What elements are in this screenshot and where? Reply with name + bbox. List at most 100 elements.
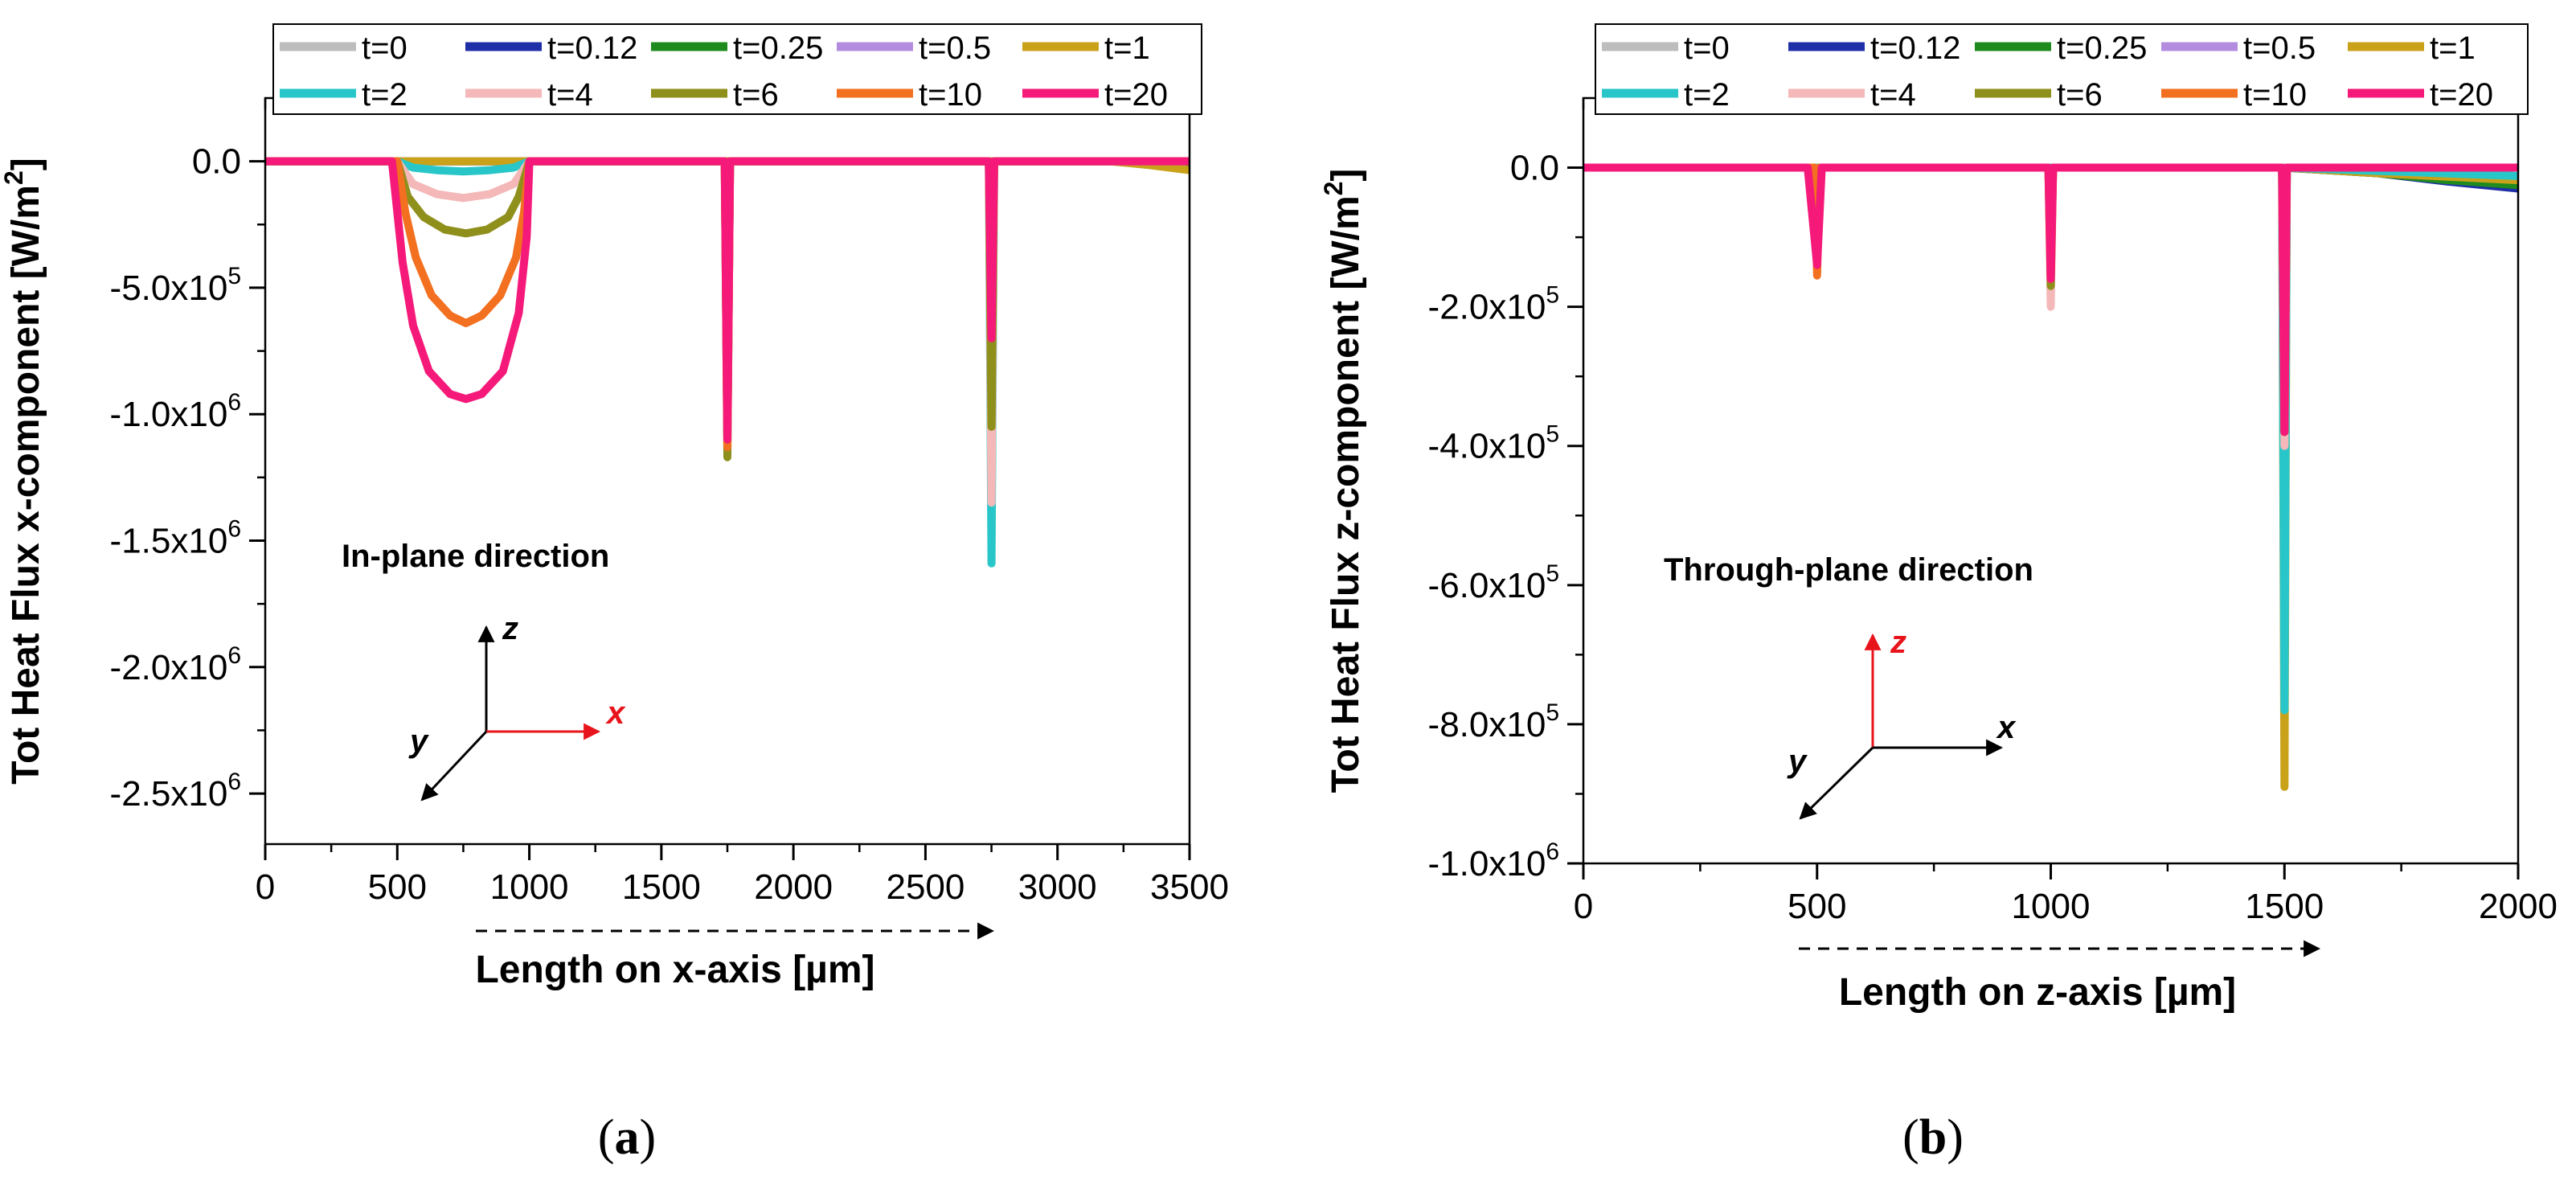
caption-paren: ) <box>1947 1110 1964 1165</box>
panel-a-series-t-20 <box>265 157 1190 444</box>
panel-b-y-tick-label: -4.0x105 <box>1428 421 1559 466</box>
glyph-y-label: y <box>1787 744 1808 779</box>
panel-b-legend-label-t-0: t=0 <box>1684 31 1730 66</box>
y-tick-mantissa: -1.0x10 <box>1428 844 1546 884</box>
y-tick-mantissa: 0.0 <box>192 142 241 182</box>
panel-b-x-tick-label: 0 <box>1574 887 1593 926</box>
panel-b-y-tick-label: -6.0x105 <box>1428 560 1559 605</box>
panel-a-x-tick-label: 1000 <box>490 867 569 907</box>
y-tick-exponent: 5 <box>1546 421 1559 448</box>
panel-a-annotation: In-plane direction <box>342 539 609 574</box>
y-label-text-end: ] <box>1325 169 1367 182</box>
panel-b-legend-label-t-2: t=2 <box>1684 77 1730 113</box>
y-label-text: Tot Heat Flux z-component [W/m <box>1325 195 1367 793</box>
panel-a-y-tick-label: -1.0x106 <box>110 389 241 434</box>
panel-a-axes-glyph: z x y <box>408 611 626 802</box>
panel-a-caption: (a) <box>598 1110 656 1165</box>
panel-a-ticks: 0 500 1000 1500 2000 2500 3000 35000.0-5.0x105-… <box>110 98 1229 907</box>
glyph-x-label: x <box>605 695 626 731</box>
panel-b-y-tick-label: 0.0 <box>1510 149 1559 188</box>
panel-a-legend-label-t-0-5: t=0.5 <box>919 31 991 66</box>
panel-b-y-tick-label: -8.0x105 <box>1428 699 1559 744</box>
y-tick-exponent: 5 <box>1546 560 1559 587</box>
panel-b-x-tick-label: 2000 <box>2479 887 2558 926</box>
panel-b-axes-glyph: z x y <box>1787 625 2017 820</box>
panel-a-x-tick-label: 2500 <box>886 867 964 907</box>
panel-a-legend-box <box>272 23 1202 115</box>
y-label-text-end: ] <box>5 158 47 170</box>
y-tick-mantissa: -2.0x10 <box>110 648 228 687</box>
y-label-text: Tot Heat Flux x-component [W/m <box>5 185 47 785</box>
panel-b-legend: t=0 t=0.12 t=0.25 t=0.5 t=1 t=2 t=4 t=6 t=10 t=20 <box>1595 23 2529 115</box>
panel-a-legend-label-t-1: t=1 <box>1104 31 1150 66</box>
y-label-superscript: 2 <box>1319 182 1348 196</box>
y-tick-exponent: 6 <box>227 389 241 416</box>
caption-paren: ) <box>640 1110 657 1165</box>
y-tick-mantissa: -8.0x10 <box>1428 705 1546 744</box>
caption-paren: ( <box>1902 1110 1919 1165</box>
panel-b-series <box>1583 163 2519 791</box>
panel-b-legend-label-t-10: t=10 <box>2243 77 2307 113</box>
panel-a-x-tick-label: 3500 <box>1150 867 1229 907</box>
y-tick-mantissa: -2.5x10 <box>110 774 228 814</box>
panel-a-legend-label-t-20: t=20 <box>1104 77 1168 113</box>
panel-b-legend-label-t-20: t=20 <box>2430 77 2493 113</box>
glyph-y-arrow <box>1799 746 1874 820</box>
panel-a-legend: t=0 t=0.12 t=0.25 t=0.5 t=1 t=2 t=4 t=6 t=10 t=20 <box>272 23 1202 115</box>
caption-paren: ( <box>598 1110 615 1165</box>
panel-b-y-axis-label: Tot Heat Flux z-component [W/m2] <box>1319 169 1367 793</box>
panel-a-legend-label-t-4: t=4 <box>547 77 593 113</box>
y-tick-mantissa: -2.0x10 <box>1428 288 1546 327</box>
panel-a-x-tick-label: 500 <box>368 867 427 907</box>
panel-b-y-tick-label: -1.0x106 <box>1428 838 1559 884</box>
panel-b-legend-label-t-0-12: t=0.12 <box>1870 31 1960 66</box>
glyph-z-label: z <box>1890 625 1906 660</box>
panel-a-legend-label-t-2: t=2 <box>362 77 407 113</box>
panel-a-y-tick-label: -5.0x105 <box>110 263 241 308</box>
panel-a-legend-label-t-0-25: t=0.25 <box>733 31 823 66</box>
panel-a-y-axis-label: Tot Heat Flux x-component [W/m2] <box>0 158 47 785</box>
panel-a-y-tick-label: -2.0x106 <box>110 642 241 687</box>
panel-a-x-tick-label: 0 <box>256 867 275 907</box>
panel-b-chart: 0 500 1000 1500 20000.0-2.0x105-4.0x105-6.0x… <box>1319 23 2558 1165</box>
panel-b-legend-label-t-6: t=6 <box>2057 77 2103 113</box>
y-tick-mantissa: -1.5x10 <box>110 522 228 561</box>
y-tick-exponent: 6 <box>227 642 241 669</box>
panel-b-legend-label-t-0-25: t=0.25 <box>2057 31 2147 66</box>
y-tick-exponent: 5 <box>1546 699 1559 726</box>
panel-b-caption: (b) <box>1902 1110 1964 1165</box>
y-tick-mantissa: -1.0x10 <box>110 395 228 434</box>
y-tick-exponent: 6 <box>1546 838 1559 865</box>
caption-letter: a <box>615 1110 640 1165</box>
panel-a-y-tick-label: -1.5x106 <box>110 516 241 561</box>
panel-b-x-tick-label: 1000 <box>2012 887 2091 926</box>
y-tick-mantissa: 0.0 <box>1510 149 1559 188</box>
panel-a-x-tick-label: 2000 <box>754 867 833 907</box>
y-tick-mantissa: -5.0x10 <box>110 269 228 308</box>
y-tick-exponent: 6 <box>227 769 241 795</box>
panel-b-series-t-20 <box>1583 163 2518 437</box>
panel-a-x-tick-label: 3000 <box>1018 867 1097 907</box>
glyph-x-label: x <box>1996 710 2017 745</box>
panel-a-x-tick-label: 1500 <box>622 867 701 907</box>
caption-letter: b <box>1919 1110 1947 1165</box>
panel-a-legend-label-t-6: t=6 <box>733 77 779 113</box>
y-tick-exponent: 5 <box>1546 282 1559 309</box>
panel-a-chart: 0 500 1000 1500 2000 2500 3000 35000.0-5.0x105-… <box>0 23 1229 1165</box>
panel-b-legend-label-t-1: t=1 <box>2430 31 2476 66</box>
panel-b-legend-label-t-4: t=4 <box>1870 77 1916 113</box>
panel-b-legend-label-t-0-5: t=0.5 <box>2243 31 2316 66</box>
y-tick-mantissa: -4.0x10 <box>1428 427 1546 466</box>
panel-a-legend-label-t-0: t=0 <box>362 31 407 66</box>
panel-b-x-tick-label: 1500 <box>2245 887 2324 926</box>
y-tick-exponent: 5 <box>227 263 241 289</box>
panel-a-x-axis-label: Length on x-axis [µm] <box>475 949 874 991</box>
panel-a-y-tick-label: -2.5x106 <box>110 769 241 814</box>
panel-b-y-tick-label: -2.0x105 <box>1428 282 1559 327</box>
y-tick-exponent: 6 <box>227 516 241 543</box>
panel-b-ticks: 0 500 1000 1500 20000.0-2.0x105-4.0x105-6.0x… <box>1428 98 2558 926</box>
panel-b-legend-box <box>1595 23 2529 115</box>
y-tick-mantissa: -6.0x10 <box>1428 566 1546 605</box>
glyph-y-arrow <box>420 730 488 802</box>
